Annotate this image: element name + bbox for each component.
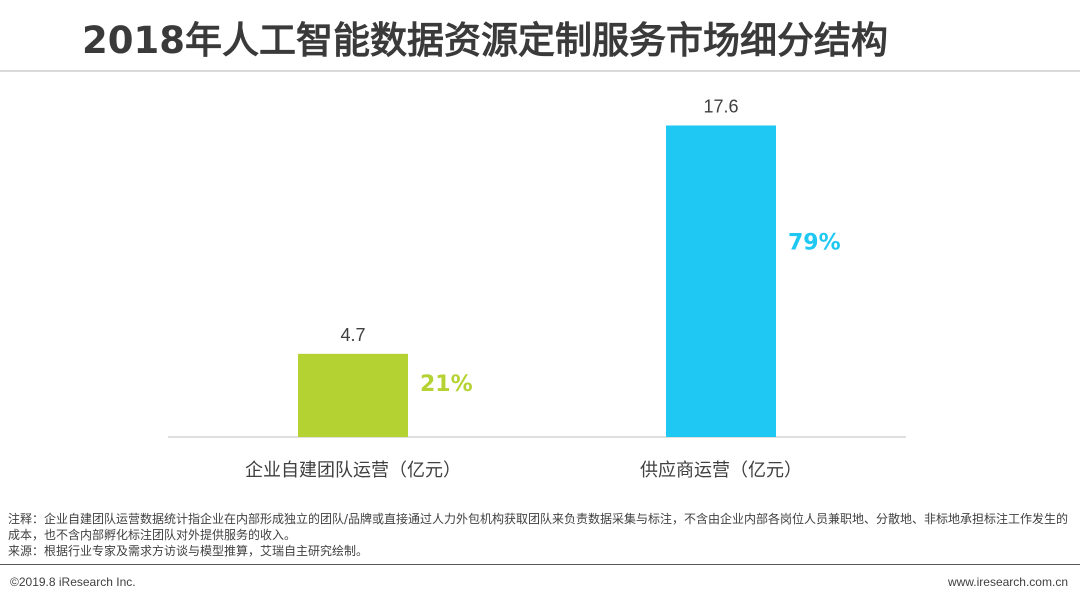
website-link[interactable]: www.iresearch.com.cn bbox=[947, 575, 1068, 589]
note-text: 注释：企业自建团队运营数据统计指企业在内部形成独立的团队/品牌或直接通过人力外包… bbox=[8, 512, 1069, 542]
bar-percent-label-1: 21% bbox=[420, 372, 473, 397]
bar-2 bbox=[666, 125, 776, 437]
chart-title: 2018年人工智能数据资源定制服务市场细分结构 bbox=[82, 19, 888, 62]
chart-notes: 注释：企业自建团队运营数据统计指企业在内部形成独立的团队/品牌或直接通过人力外包… bbox=[8, 511, 1070, 559]
category-label-2: 供应商运营（亿元） bbox=[640, 460, 802, 481]
bar-percent-label-2: 79% bbox=[788, 230, 841, 255]
bar-value-label-2: 17.6 bbox=[703, 96, 738, 116]
bar-1 bbox=[298, 353, 408, 437]
bar-chart: 4.7 21% 企业自建团队运营（亿元） 17.6 79% 供应商运营（亿元） bbox=[168, 96, 906, 481]
copyright-text: ©2019.8 iResearch Inc. bbox=[10, 575, 136, 589]
bar-value-label-1: 4.7 bbox=[340, 325, 365, 345]
footer-divider bbox=[0, 564, 1080, 565]
title-divider bbox=[0, 70, 1080, 72]
category-label-1: 企业自建团队运营（亿元） bbox=[245, 460, 461, 481]
source-text: 来源：根据行业专家及需求方访谈与模型推算，艾瑞自主研究绘制。 bbox=[8, 544, 369, 558]
